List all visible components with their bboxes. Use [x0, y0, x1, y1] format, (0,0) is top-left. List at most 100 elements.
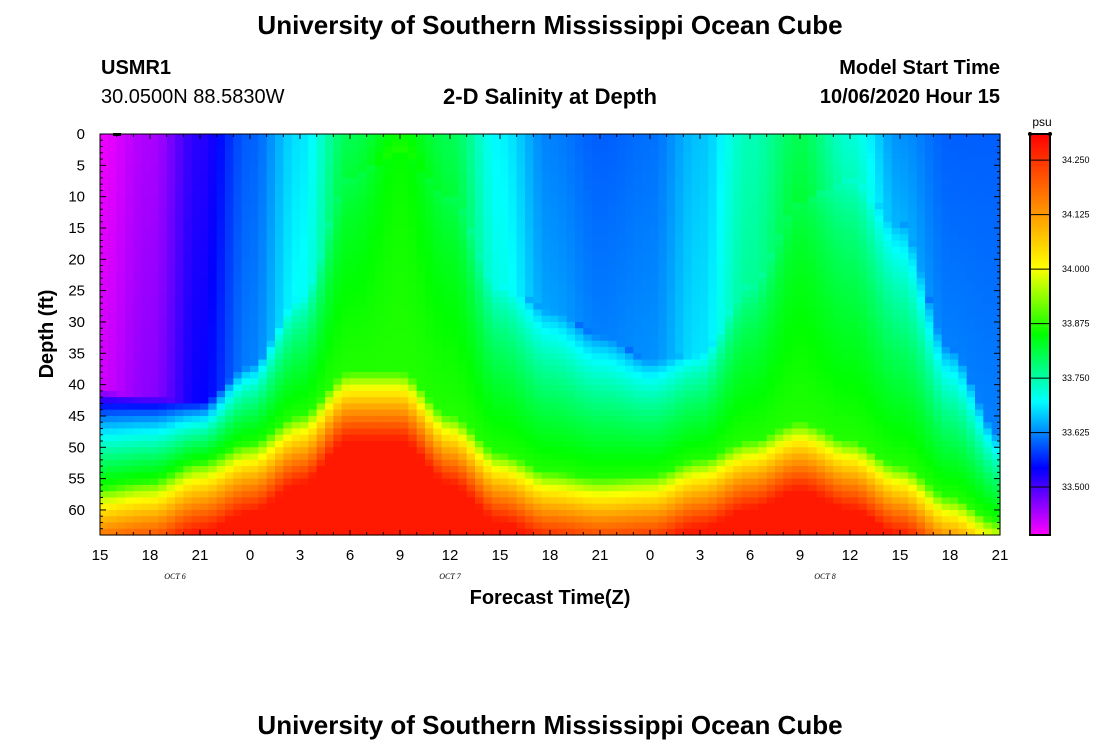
heat-cell	[141, 284, 151, 292]
heat-cell	[550, 422, 559, 430]
heat-cell	[675, 453, 684, 461]
heat-cell	[441, 334, 451, 342]
heat-cell	[483, 265, 493, 273]
heat-cell	[650, 171, 659, 179]
heat-cell	[241, 522, 251, 530]
heat-cell	[566, 459, 576, 467]
heat-cell	[416, 422, 426, 430]
heat-cell	[408, 403, 418, 411]
heat-cell	[300, 503, 309, 511]
heat-cell	[625, 278, 634, 285]
heat-cell	[358, 509, 368, 517]
heat-cell	[350, 447, 359, 455]
heat-cell	[675, 177, 684, 185]
heat-cell	[483, 384, 493, 392]
heat-cell	[216, 509, 226, 517]
heat-cell	[116, 309, 126, 317]
heat-cell	[200, 221, 209, 229]
heat-cell	[391, 453, 401, 461]
heat-cell	[608, 184, 618, 191]
heat-cell	[541, 190, 551, 198]
heat-cell	[716, 271, 726, 279]
heat-cell	[500, 497, 509, 505]
heat-cell	[516, 202, 526, 210]
heat-cell	[425, 528, 434, 536]
heat-cell	[150, 290, 159, 298]
heat-cell	[100, 259, 109, 267]
heat-cell	[308, 428, 318, 436]
heat-cell	[700, 146, 709, 154]
heat-cell	[183, 315, 193, 323]
heat-cell	[716, 378, 726, 386]
heat-cell	[358, 328, 368, 336]
heat-cell	[316, 365, 326, 373]
heat-cell	[141, 472, 151, 480]
heat-cell	[300, 303, 309, 311]
heat-cell	[416, 190, 426, 198]
heat-cell	[675, 202, 684, 210]
heat-cell	[483, 503, 493, 511]
heat-cell	[533, 484, 543, 492]
heat-cell	[316, 390, 326, 398]
heat-cell	[516, 509, 526, 517]
heat-cell	[133, 484, 143, 492]
heat-cell	[191, 428, 201, 436]
heat-cell	[425, 152, 434, 160]
heat-cell	[350, 497, 359, 505]
heat-cell	[350, 409, 359, 417]
heat-cell	[683, 171, 693, 179]
heat-cell	[483, 234, 493, 242]
heat-cell	[733, 253, 743, 260]
heat-cell	[433, 472, 443, 480]
heat-cell	[391, 328, 401, 336]
heat-cell	[291, 146, 301, 154]
heat-cell	[575, 472, 584, 480]
heat-cell	[716, 278, 726, 285]
heat-cell	[400, 353, 409, 361]
heat-cell	[625, 478, 634, 486]
heat-cell	[208, 503, 218, 511]
heat-cell	[500, 152, 509, 160]
heat-cell	[366, 484, 376, 492]
heat-cell	[341, 340, 351, 348]
heat-cell	[741, 177, 751, 185]
heat-cell	[591, 234, 601, 242]
heat-cell	[683, 441, 693, 448]
heat-cell	[700, 140, 709, 148]
heat-cell	[450, 146, 459, 154]
heat-cell	[116, 459, 126, 467]
heat-cell	[675, 209, 684, 217]
heat-cell	[708, 447, 718, 455]
heat-cell	[400, 447, 409, 455]
heat-cell	[683, 140, 693, 148]
heat-cell	[341, 447, 351, 455]
heat-cell	[166, 528, 176, 536]
heat-cell	[666, 453, 676, 461]
heat-cell	[708, 134, 718, 141]
heat-cell	[183, 303, 193, 311]
heat-cell	[625, 146, 634, 154]
heat-cell	[241, 372, 251, 379]
heat-cell	[525, 491, 534, 499]
heat-cell	[441, 484, 451, 492]
heat-cell	[700, 328, 709, 336]
heat-cell	[583, 209, 593, 217]
heat-cell	[100, 409, 109, 417]
heat-cell	[483, 196, 493, 204]
heat-cell	[616, 509, 626, 517]
heat-cell	[650, 397, 659, 405]
heat-cell	[208, 177, 218, 185]
heat-cell	[525, 365, 534, 373]
heat-cell	[591, 403, 601, 411]
heat-cell	[208, 196, 218, 204]
heat-cell	[325, 246, 334, 254]
heat-cell	[641, 202, 651, 210]
heat-cell	[158, 278, 168, 285]
heat-cell	[175, 221, 184, 229]
heat-cell	[691, 378, 701, 386]
heat-cell	[558, 478, 568, 486]
heat-cell	[525, 409, 534, 417]
heat-cell	[258, 159, 268, 166]
heat-cell	[650, 290, 659, 298]
heat-cell	[450, 177, 459, 185]
